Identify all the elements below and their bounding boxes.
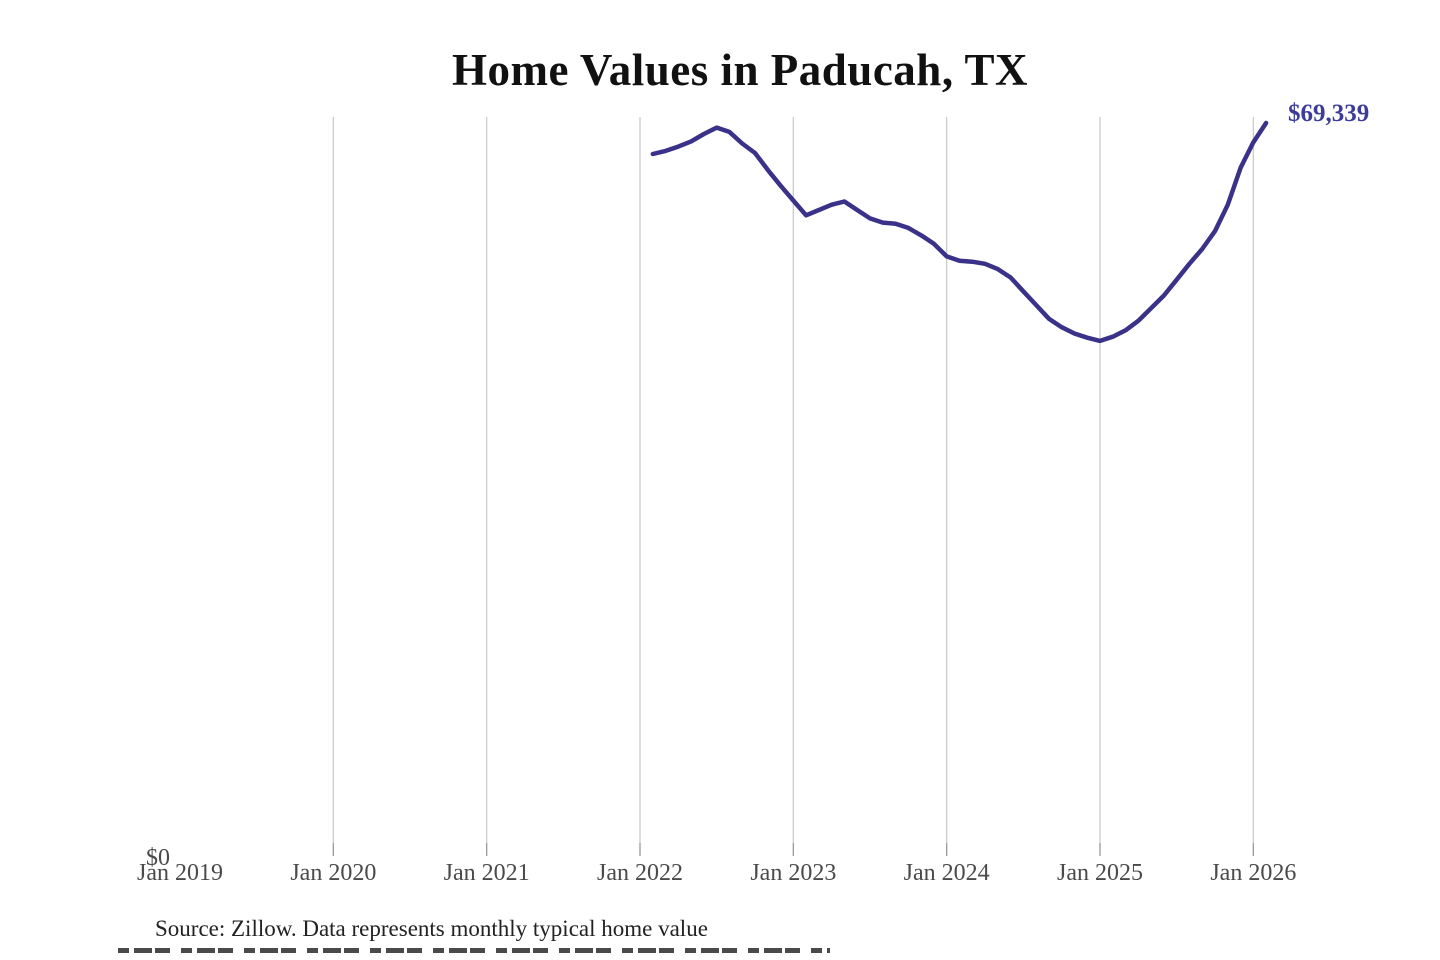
x-axis-label: Jan 2023 <box>750 860 837 886</box>
home-value-series-line <box>650 120 1269 344</box>
x-axis-label: Jan 2021 <box>443 860 530 886</box>
source-note: Source: Zillow. Data represents monthly … <box>155 916 708 941</box>
clipped-text-row <box>118 948 830 953</box>
end-value-annotation: $69,339 <box>1288 100 1370 127</box>
y-axis-zero-label: $0 <box>146 845 170 871</box>
x-axis-label: Jan 2022 <box>596 860 683 886</box>
chart-title: Home Values in Paducah, TX <box>451 45 1029 95</box>
x-axis-label: Jan 2024 <box>903 860 990 886</box>
x-axis-label: Jan 2025 <box>1056 860 1143 886</box>
x-axis-label: Jan 2020 <box>290 860 377 886</box>
x-axis-label: Jan 2026 <box>1210 860 1297 886</box>
x-axis-label: Jan 2019 <box>137 860 223 886</box>
